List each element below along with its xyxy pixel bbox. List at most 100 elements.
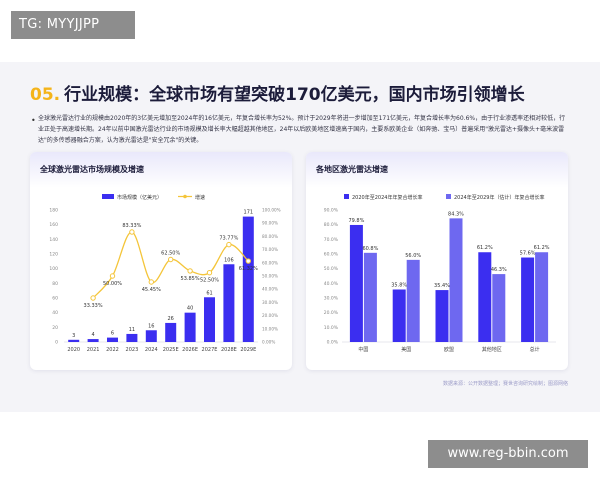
growth-rate-label: 50.00% — [103, 281, 122, 287]
value-label-2020-2024: 57.6% — [520, 251, 536, 257]
x-tick-label: 2026E — [182, 347, 198, 353]
x-tick-label: 2025E — [163, 347, 179, 353]
growth-rate-label: 53.85% — [181, 276, 200, 282]
y-right-tick-label: 20.00% — [262, 313, 278, 318]
regional-growth-card: 各地区激光雷达增速 2020年至2024年年复合增长率 2024年至2029年（估… — [306, 152, 568, 370]
bar-2020-2024 — [392, 289, 406, 342]
x-tick-label: 2020 — [67, 347, 80, 353]
section-number: 05. — [30, 85, 61, 105]
growth-rate-point — [129, 229, 135, 235]
market-size-bar — [68, 339, 80, 342]
value-label-2024-2029: 56.0% — [405, 253, 421, 259]
growth-rate-point — [245, 258, 252, 264]
market-size-bar — [184, 312, 196, 342]
x-tick-label: 2028E — [221, 347, 237, 353]
y-left-tick-label: 100 — [49, 266, 58, 272]
growth-rate-point — [226, 241, 232, 248]
market-size-bar — [165, 322, 177, 342]
legend-swatch-market-size — [102, 194, 114, 199]
y-tick-label: 30.0% — [324, 296, 339, 302]
value-label-2024-2029: 46.3% — [491, 267, 507, 273]
market-size-value-label: 4 — [92, 332, 95, 338]
card-header — [30, 152, 292, 188]
y-tick-label: 70.0% — [324, 237, 339, 243]
watermark-top-left: TG: MYYJJPP — [11, 11, 135, 39]
y-tick-label: 90.0% — [324, 208, 339, 214]
growth-rate-point — [109, 273, 116, 279]
growth-rate-label: 83.33% — [122, 223, 141, 229]
growth-rate-label: 61.32% — [239, 266, 258, 272]
market-size-value-label: 106 — [224, 257, 234, 263]
growth-rate-point — [187, 268, 193, 274]
x-tick-label: 2022 — [106, 347, 119, 353]
y-left-tick-label: 180 — [49, 208, 58, 214]
market-size-bar — [242, 216, 254, 342]
y-left-tick-label: 60 — [52, 296, 58, 302]
x-tick-label: 2021 — [87, 347, 100, 353]
market-size-bar — [204, 297, 215, 342]
legend-label-2024-2029: 2024年至2029年（估计）年复合增长率 — [454, 194, 544, 201]
legend-swatch-growth-marker — [183, 194, 187, 199]
x-tick-label: 总计 — [530, 346, 540, 353]
growth-rate-point — [148, 279, 155, 285]
legend-label-growth: 增速 — [195, 194, 205, 201]
y-left-tick-label: 80 — [52, 281, 58, 287]
market-size-value-label: 16 — [148, 323, 154, 329]
x-tick-label: 2029E — [240, 347, 256, 353]
y-right-tick-label: 10.00% — [262, 326, 278, 331]
bar-2020-2024 — [349, 224, 363, 342]
card-header — [306, 152, 568, 188]
value-label-2024-2029: 84.3% — [448, 211, 464, 217]
y-tick-label: 20.0% — [324, 310, 339, 316]
x-tick-label: 其他地区 — [482, 346, 502, 353]
value-label-2024-2029: 60.8% — [362, 246, 378, 252]
market-size-value-label: 3 — [72, 333, 75, 339]
regional-growth-chart: 2020年至2024年年复合增长率 2024年至2029年（估计）年复合增长率 0.… — [324, 194, 556, 353]
y-tick-label: 80.0% — [324, 222, 339, 228]
y-left-tick-label: 160 — [49, 222, 58, 228]
bar-2024-2029 — [449, 218, 463, 342]
y-right-tick-label: 30.00% — [262, 300, 278, 305]
market-size-bar — [87, 339, 99, 342]
y-left-tick-label: 20 — [52, 325, 58, 331]
market-size-value-label: 40 — [187, 306, 193, 312]
bullet-dot: • — [31, 116, 36, 125]
growth-rate-label: 45.45% — [142, 287, 161, 293]
bar-2024-2029 — [535, 252, 549, 342]
x-tick-label: 中国 — [358, 346, 368, 353]
bar-2024-2029 — [492, 274, 506, 342]
y-right-tick-label: 70.00% — [262, 247, 278, 252]
market-size-value-label: 171 — [244, 210, 254, 216]
bar-2020-2024 — [478, 252, 492, 342]
y-left-tick-label: 0 — [55, 340, 58, 346]
global-market-chart: 市场规模（亿美元） 增速 0 20 40 60 80 100 120 140 160 180 0.00%… — [49, 194, 281, 353]
y-right-tick-label: 40.00% — [262, 287, 278, 292]
value-label-2020-2024: 35.4% — [434, 283, 450, 289]
y-tick-label: 50.0% — [324, 266, 339, 272]
value-label-2024-2029: 61.2% — [534, 245, 550, 251]
y-right-tick-label: 90.00% — [262, 221, 278, 226]
x-tick-label: 2024 — [145, 347, 158, 353]
bullet-paragraph: 全球激光雷达行业的规模由2020年的3亿美元增加至2024年的16亿美元，年复合… — [38, 115, 566, 144]
watermark-bottom-right: www.reg-bbin.com — [428, 440, 588, 468]
growth-rate-label: 33.33% — [84, 303, 103, 309]
market-size-bar — [223, 264, 235, 342]
y-tick-label: 60.0% — [324, 252, 339, 258]
market-size-bar — [126, 333, 138, 342]
y-right-tick-label: 60.00% — [262, 260, 278, 265]
bar-2024-2029 — [363, 252, 377, 342]
slide-title: 05. 行业规模：全球市场有望突破170亿美元，国内市场引领增长 — [30, 80, 525, 105]
market-size-value-label: 26 — [168, 316, 174, 322]
bar-2020-2024 — [435, 290, 449, 342]
y-right-tick-label: 50.00% — [262, 274, 278, 279]
market-size-bar — [107, 337, 118, 342]
global-market-chart-title: 全球激光雷达市场规模及增速 — [40, 165, 144, 174]
x-tick-label: 2023 — [126, 347, 139, 353]
y-tick-label: 0.0% — [327, 340, 339, 346]
growth-rate-label: 52.50% — [200, 278, 219, 284]
market-size-value-label: 6 — [111, 331, 114, 337]
value-label-2020-2024: 61.2% — [477, 245, 493, 251]
y-left-tick-label: 40 — [52, 310, 58, 316]
bar-2020-2024 — [521, 257, 535, 342]
